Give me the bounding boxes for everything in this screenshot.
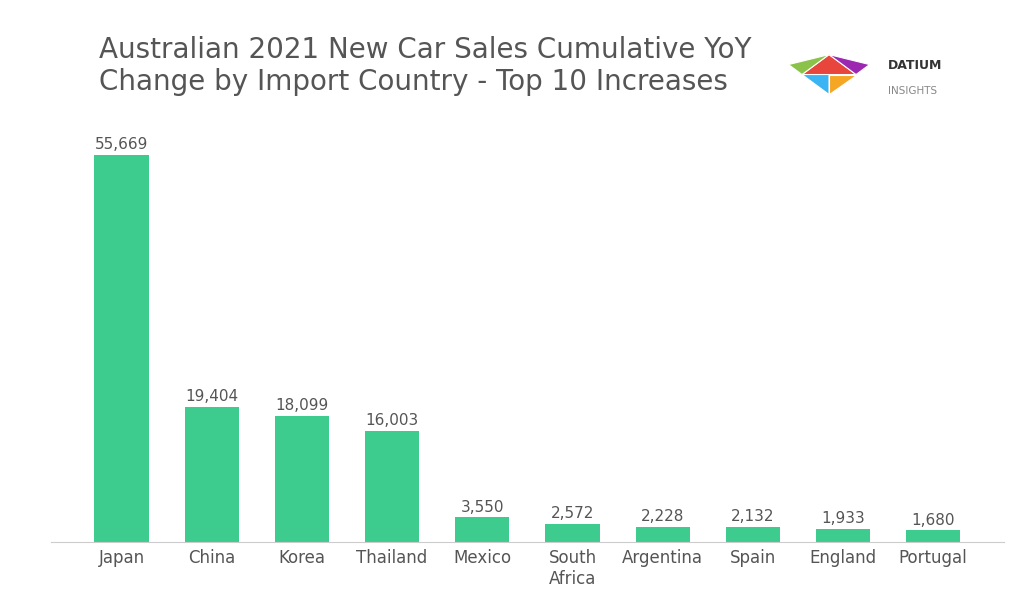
Text: 1,933: 1,933	[821, 511, 865, 526]
Text: 16,003: 16,003	[366, 413, 419, 428]
Polygon shape	[829, 55, 869, 75]
Bar	[726, 527, 780, 542]
Text: 2,132: 2,132	[731, 509, 774, 524]
Polygon shape	[788, 55, 829, 75]
Text: INSIGHTS: INSIGHTS	[888, 86, 937, 96]
Text: DATIUM: DATIUM	[888, 59, 942, 72]
Text: Australian 2021 New Car Sales Cumulative YoY
Change by Import Country - Top 10 I: Australian 2021 New Car Sales Cumulative…	[98, 36, 752, 96]
Text: 3,550: 3,550	[461, 500, 504, 514]
Text: 19,404: 19,404	[185, 389, 239, 404]
Text: 55,669: 55,669	[95, 137, 148, 152]
Text: 2,228: 2,228	[641, 509, 684, 524]
Polygon shape	[802, 75, 829, 94]
Bar	[94, 155, 148, 542]
Bar	[365, 431, 419, 542]
Bar	[274, 416, 329, 542]
Bar	[636, 527, 690, 542]
Polygon shape	[802, 55, 856, 75]
Bar	[456, 517, 509, 542]
Bar	[816, 529, 870, 542]
Bar	[184, 407, 239, 542]
Text: 18,099: 18,099	[275, 399, 329, 413]
Text: 1,680: 1,680	[911, 513, 955, 528]
Bar	[906, 530, 961, 542]
Text: 2,572: 2,572	[551, 506, 594, 521]
Bar	[546, 524, 599, 542]
Polygon shape	[829, 75, 856, 94]
